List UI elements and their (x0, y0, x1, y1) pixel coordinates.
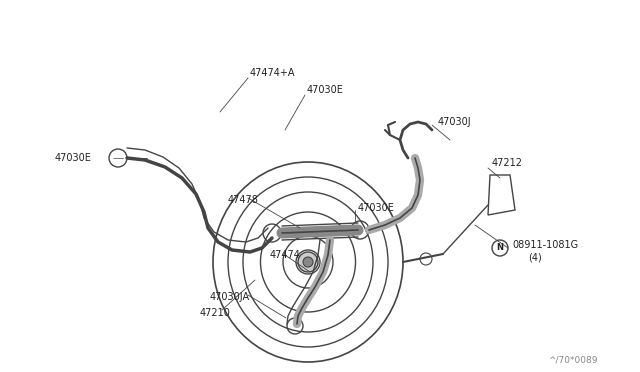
Text: 47210: 47210 (200, 308, 231, 318)
Text: 47478: 47478 (228, 195, 259, 205)
Text: 47212: 47212 (492, 158, 523, 168)
Text: 47030E: 47030E (358, 203, 395, 213)
Circle shape (492, 240, 508, 256)
Text: 47030J: 47030J (438, 117, 472, 127)
Circle shape (303, 257, 313, 267)
Text: 47474: 47474 (270, 250, 301, 260)
Text: (4): (4) (528, 253, 541, 263)
Text: 47030JA: 47030JA (210, 292, 250, 302)
Text: 08911-1081G: 08911-1081G (512, 240, 578, 250)
Text: 47030E: 47030E (307, 85, 344, 95)
Text: 47030E: 47030E (55, 153, 92, 163)
Text: ^/70*0089: ^/70*0089 (548, 356, 598, 365)
Text: 47474+A: 47474+A (250, 68, 296, 78)
Circle shape (298, 252, 318, 272)
Text: N: N (497, 244, 504, 253)
